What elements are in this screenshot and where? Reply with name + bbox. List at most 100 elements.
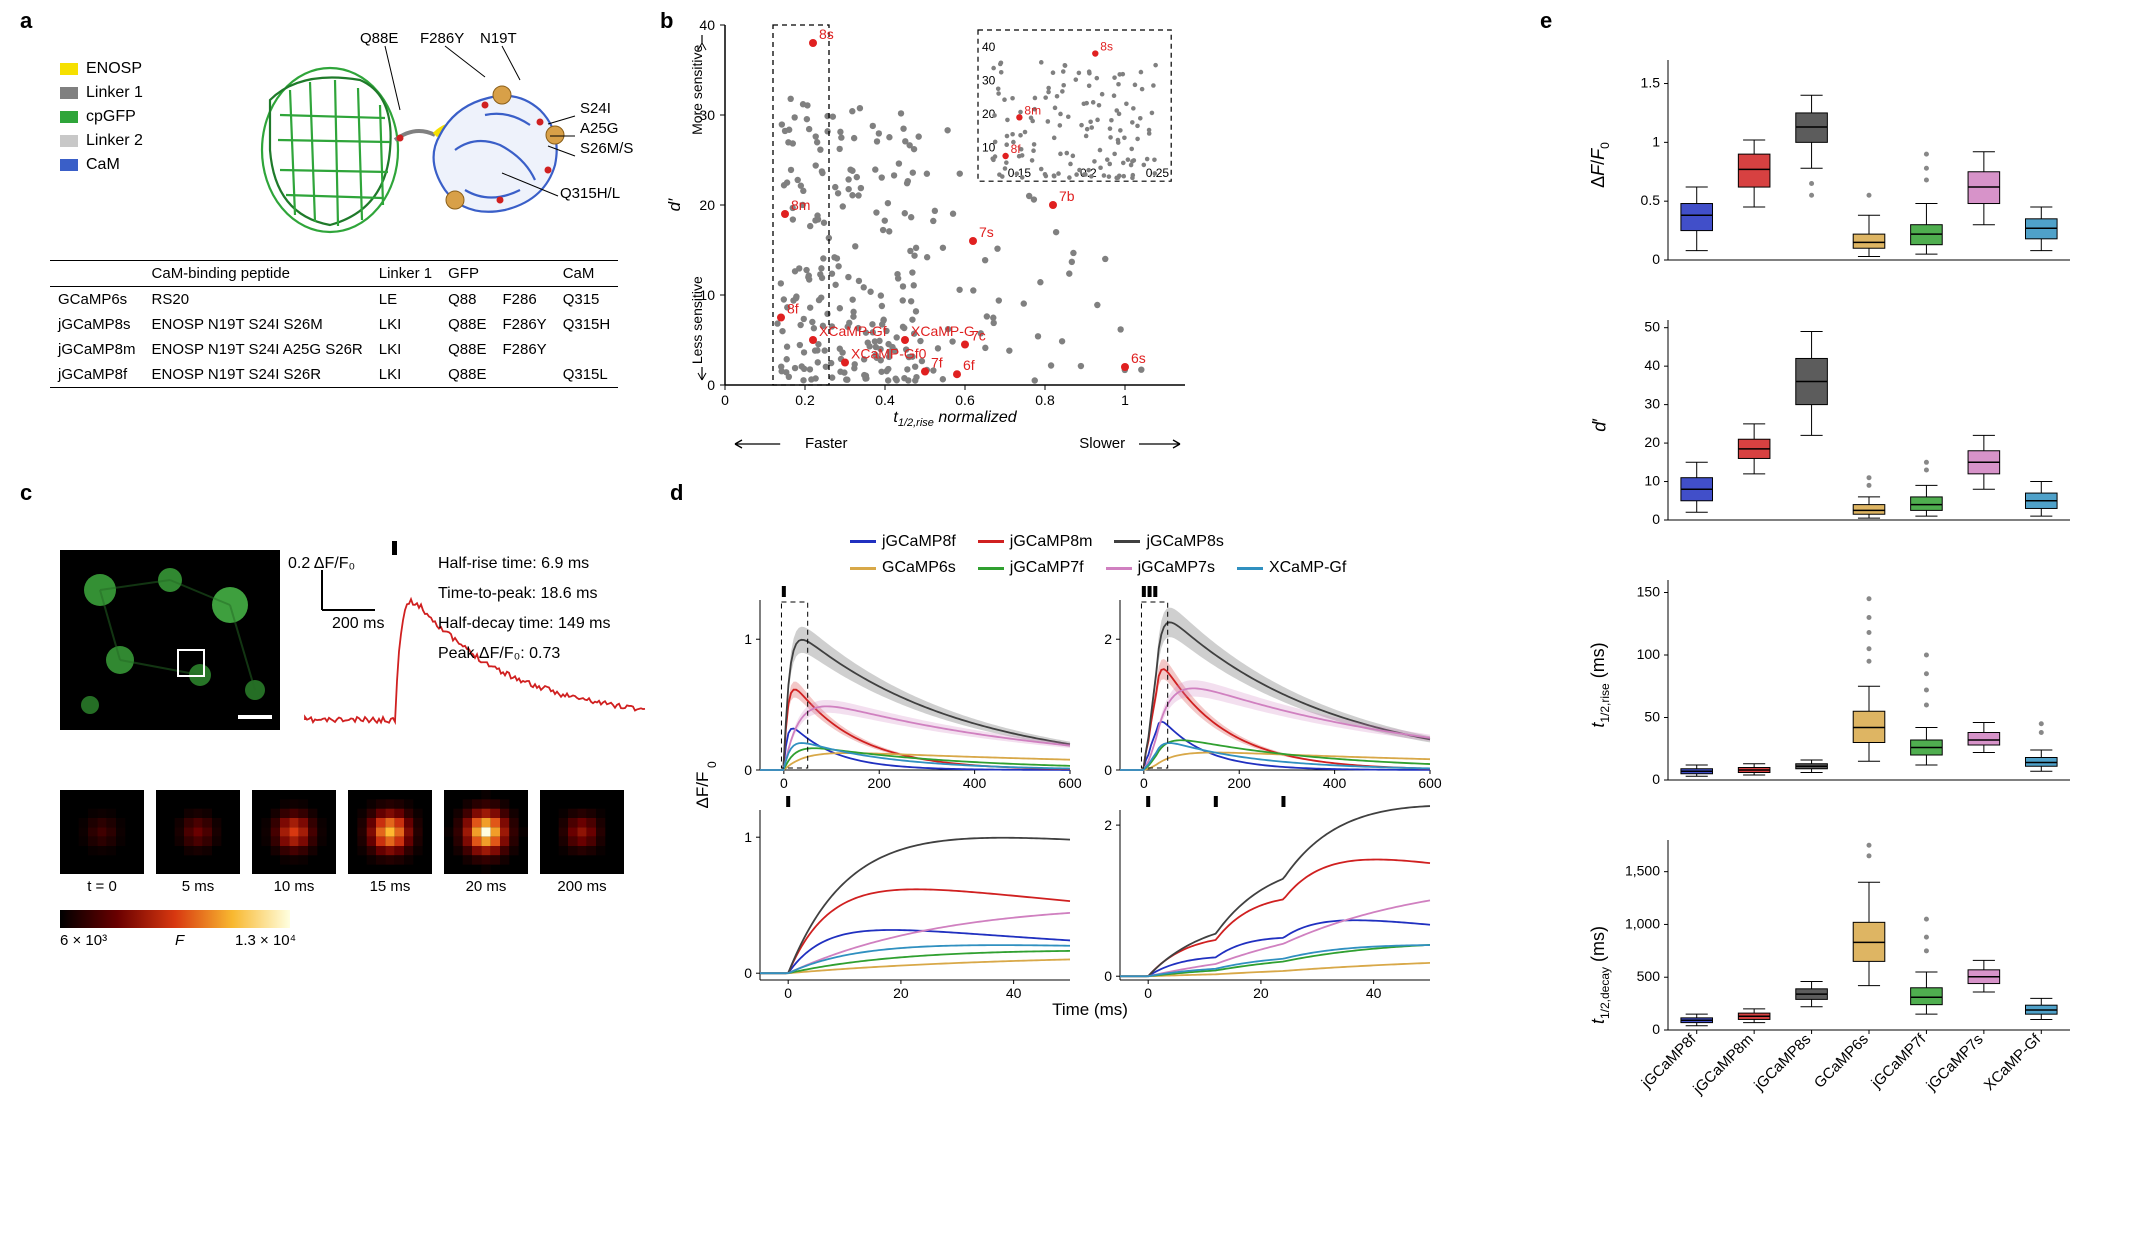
svg-text:6f: 6f [963,357,975,373]
svg-text:2: 2 [1104,817,1112,833]
legend-line [1114,540,1140,543]
legend-label: GCaMP6s [882,559,956,577]
svg-text:1: 1 [744,631,752,647]
svg-text:0: 0 [1652,251,1660,267]
table-cell: LE [371,287,440,313]
table-cell [555,337,619,362]
svg-text:0: 0 [707,377,715,393]
heatmap-cell [252,790,336,874]
table-cell: F286Y [494,337,554,362]
table-row: GCaMP6sRS20LEQ88F286Q315 [50,287,618,313]
svg-text:0: 0 [1104,762,1112,778]
y-axis-label: t1/2,rise (ms) [1588,642,1612,727]
table-cell: Q88E [440,362,494,388]
legend-swatch [60,63,78,75]
table-header [50,261,144,287]
panel-d-legend: jGCaMP8fjGCaMP8mjGCaMP8sGCaMP6sjGCaMP7fj… [850,530,1368,583]
svg-text:0.2: 0.2 [795,392,815,408]
svg-text:1,000: 1,000 [1625,915,1660,931]
svg-text:500: 500 [1637,968,1661,984]
legend-item: Linker 1 [60,84,143,102]
svg-text:jGCaMP8s: jGCaMP8s [1750,1031,1814,1095]
svg-text:40: 40 [982,40,996,54]
svg-text:GCaMP6s: GCaMP6s [1811,1031,1872,1092]
svg-text:8m: 8m [1024,103,1041,117]
table-cell: LKI [371,337,440,362]
table-cell: jGCaMP8s [50,312,144,337]
colorbar [60,910,290,928]
svg-text:8s: 8s [1100,40,1113,54]
svg-text:Less sensitive: Less sensitive [689,276,705,364]
svg-text:600: 600 [1418,775,1442,791]
panel-b: 00.20.40.60.810102030408s8m8f7b7s7c7f6f6… [660,10,1200,470]
legend-line [1106,567,1132,570]
svg-text:Faster: Faster [805,435,848,452]
legend-label: ENOSP [86,60,142,78]
heatmap-label: 200 ms [540,878,624,895]
legend-swatch [60,159,78,171]
table-cell: ENOSP N19T S24I A25G S26R [144,337,371,362]
svg-text:1,500: 1,500 [1625,863,1660,879]
svg-text:ΔF/F: ΔF/F [693,772,712,809]
legend-item: Linker 2 [60,132,143,150]
table-header: Linker 1 [371,261,440,287]
svg-text:30: 30 [982,73,996,87]
boxplot-svg: 05001,0001,500jGCaMP8fjGCaMP8mjGCaMP8sGC… [1610,830,2080,1120]
legend-label: CaM [86,156,120,174]
panel-e: ΔF/F000.511.5d′01020304050t1/2,rise (ms)… [1540,10,2110,1110]
scale-x-label: 200 ms [332,615,384,633]
svg-text:Slower: Slower [1079,435,1125,452]
panel-a-legend: ENOSP Linker 1 cpGFP Linker 2 CaM [60,60,143,180]
svg-text:40: 40 [1366,985,1382,1001]
panel-c: 0.2 ΔF/F₀ 200 ms Half-rise time: 6.9 ms … [20,480,650,1020]
heatmap-label: 15 ms [348,878,432,895]
stat-timetopeak: Time-to-peak: 18.6 ms [438,585,597,603]
legend-item: jGCaMP8f [850,533,956,551]
svg-text:0: 0 [780,775,788,791]
table-cell: ENOSP N19T S24I S26R [144,362,371,388]
svg-text:0: 0 [744,762,752,778]
svg-text:50: 50 [1644,319,1660,335]
svg-text:0.8: 0.8 [1035,392,1055,408]
y-axis-label: d′ [1590,418,1611,431]
heatmap-cell [540,790,624,874]
svg-text:0: 0 [1652,771,1660,787]
legend-item: jGCaMP7s [1106,559,1215,577]
svg-text:0: 0 [784,985,792,1001]
svg-text:0.5: 0.5 [1641,192,1661,208]
svg-text:XCaMP-Gf0: XCaMP-Gf0 [851,346,927,362]
heatmap-cell-wrap: 5 ms [156,790,240,895]
boxplot-subplot: ΔF/F000.511.5 [1610,50,2080,280]
panel-a: ENOSPLinker 1cpGFPLinker 2CaM Q [20,10,630,430]
svg-text:8f: 8f [787,301,799,317]
table-row: jGCaMP8fENOSP N19T S24I S26RLKIQ88EQ315L [50,362,618,388]
svg-text:XCaMP-Gf: XCaMP-Gf [1981,1030,2045,1094]
table-cell: ENOSP N19T S24I S26M [144,312,371,337]
svg-text:8m: 8m [791,197,810,213]
svg-text:30: 30 [1644,396,1660,412]
colorbar-max: 1.3 × 10⁴ [235,932,296,949]
svg-text:40: 40 [1644,357,1660,373]
legend-item: ENOSP [60,60,143,78]
svg-text:t1/2,rise normalized: t1/2,rise normalized [893,409,1017,429]
svg-text:0: 0 [1144,985,1152,1001]
legend-label: cpGFP [86,108,136,126]
heatmap-cell-wrap: 200 ms [540,790,624,895]
svg-text:0.6: 0.6 [955,392,975,408]
heatmap-cell-wrap: 20 ms [444,790,528,895]
table-cell: Q88E [440,337,494,362]
svg-text:20: 20 [1253,985,1269,1001]
heatmap-label: 10 ms [252,878,336,895]
table-cell: F286Y [494,312,554,337]
svg-text:200: 200 [868,775,892,791]
boxplot-svg: 050100150 [1610,570,2080,800]
svg-text:8s: 8s [819,26,834,42]
svg-text:More sensitive: More sensitive [689,44,705,134]
legend-label: Linker 1 [86,84,143,102]
table-header [494,261,554,287]
svg-text:1.5: 1.5 [1641,75,1661,91]
svg-text:0.25: 0.25 [1146,166,1170,180]
boxplot-svg: 01020304050 [1610,310,2080,540]
heatmap-cell [348,790,432,874]
table-cell: jGCaMP8m [50,337,144,362]
